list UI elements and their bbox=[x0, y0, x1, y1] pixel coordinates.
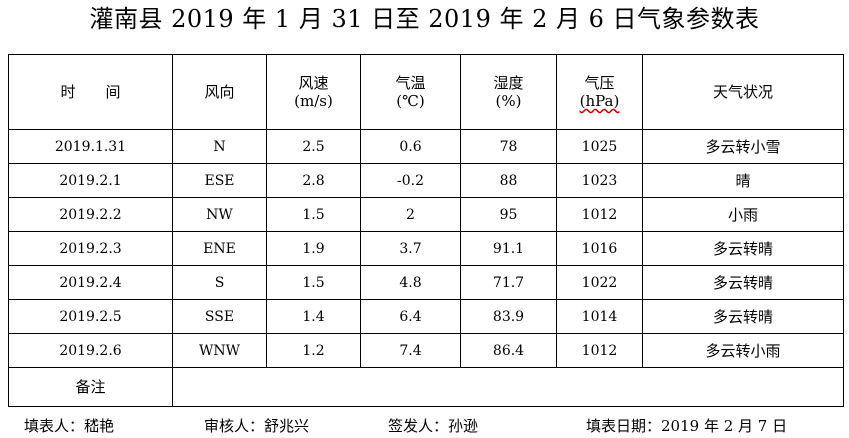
cell-humidity: 78 bbox=[460, 129, 557, 164]
cell-pressure: 1022 bbox=[556, 265, 643, 300]
cell-wind-speed: 2.5 bbox=[266, 129, 361, 164]
header-wind-speed: 风速 (m/s) bbox=[266, 54, 361, 130]
cell-pressure: 1025 bbox=[556, 129, 643, 164]
cell-temperature: 2 bbox=[360, 197, 461, 232]
cell-date: 2019.2.6 bbox=[8, 333, 173, 368]
cell-wind-speed: 2.8 bbox=[266, 163, 361, 198]
cell-temperature: 3.7 bbox=[360, 231, 461, 266]
cell-humidity: 91.1 bbox=[460, 231, 557, 266]
header-humidity: 湿度 (%) bbox=[460, 54, 557, 130]
cell-pressure: 1016 bbox=[556, 231, 643, 266]
signature-footer: 填表人：嵇艳 审核人：舒兆兴 签发人：孙逊 填表日期：2019 年 2 月 7 … bbox=[8, 416, 843, 436]
cell-wind-direction: NW bbox=[172, 197, 267, 232]
cell-date: 2019.2.5 bbox=[8, 299, 173, 334]
remarks-label: 备注 bbox=[8, 367, 173, 407]
cell-weather: 多云转小雪 bbox=[642, 129, 844, 164]
cell-temperature: 6.4 bbox=[360, 299, 461, 334]
weather-table: 时 间 风向 风速 (m/s) 气温 (℃) 湿度 (%) 气压 (hPa) 天… bbox=[8, 54, 844, 407]
cell-weather: 多云转小雨 bbox=[642, 333, 844, 368]
table-row: 2019.1.31 N 2.5 0.6 78 1025 多云转小雪 bbox=[8, 129, 844, 164]
header-wind-direction: 风向 bbox=[172, 54, 267, 130]
remarks-value bbox=[172, 367, 844, 407]
cell-humidity: 88 bbox=[460, 163, 557, 198]
table-row: 2019.2.3 ENE 1.9 3.7 91.1 1016 多云转晴 bbox=[8, 231, 844, 266]
header-weather: 天气状况 bbox=[642, 54, 844, 130]
cell-date: 2019.2.1 bbox=[8, 163, 173, 198]
cell-wind-direction: WNW bbox=[172, 333, 267, 368]
cell-date: 2019.2.3 bbox=[8, 231, 173, 266]
cell-weather: 晴 bbox=[642, 163, 844, 198]
table-row: 2019.2.2 NW 1.5 2 95 1012 小雨 bbox=[8, 197, 844, 232]
cell-wind-speed: 1.2 bbox=[266, 333, 361, 368]
cell-humidity: 95 bbox=[460, 197, 557, 232]
cell-wind-speed: 1.4 bbox=[266, 299, 361, 334]
page-title: 灌南县 2019 年 1 月 31 日至 2019 年 2 月 6 日气象参数表 bbox=[89, 5, 760, 33]
cell-temperature: 0.6 bbox=[360, 129, 461, 164]
reviewer-signature: 审核人：舒兆兴 bbox=[204, 417, 310, 435]
cell-wind-speed: 1.5 bbox=[266, 265, 361, 300]
cell-temperature: 4.8 bbox=[360, 265, 461, 300]
filler-signature: 填表人：嵇艳 bbox=[24, 417, 115, 435]
cell-humidity: 71.7 bbox=[460, 265, 557, 300]
cell-wind-direction: N bbox=[172, 129, 267, 164]
cell-temperature: 7.4 bbox=[360, 333, 461, 368]
table-row: 2019.2.1 ESE 2.8 -0.2 88 1023 晴 bbox=[8, 163, 844, 198]
cell-wind-direction: ENE bbox=[172, 231, 267, 266]
cell-humidity: 83.9 bbox=[460, 299, 557, 334]
fill-date: 填表日期：2019 年 2 月 7 日 bbox=[586, 417, 788, 435]
cell-wind-speed: 1.5 bbox=[266, 197, 361, 232]
table-row: 2019.2.4 S 1.5 4.8 71.7 1022 多云转晴 bbox=[8, 265, 844, 300]
cell-wind-direction: ESE bbox=[172, 163, 267, 198]
cell-weather: 多云转晴 bbox=[642, 299, 844, 334]
cell-weather: 小雨 bbox=[642, 197, 844, 232]
cell-wind-direction: SSE bbox=[172, 299, 267, 334]
cell-date: 2019.2.2 bbox=[8, 197, 173, 232]
cell-pressure: 1012 bbox=[556, 333, 643, 368]
header-time: 时 间 bbox=[8, 54, 173, 130]
cell-date: 2019.1.31 bbox=[8, 129, 173, 164]
cell-weather: 多云转晴 bbox=[642, 265, 844, 300]
remarks-row: 备注 bbox=[8, 367, 844, 407]
cell-pressure: 1014 bbox=[556, 299, 643, 334]
cell-pressure: 1023 bbox=[556, 163, 643, 198]
cell-wind-direction: S bbox=[172, 265, 267, 300]
cell-weather: 多云转晴 bbox=[642, 231, 844, 266]
cell-temperature: -0.2 bbox=[360, 163, 461, 198]
cell-pressure: 1012 bbox=[556, 197, 643, 232]
issuer-signature: 签发人：孙逊 bbox=[388, 417, 479, 435]
table-row: 2019.2.5 SSE 1.4 6.4 83.9 1014 多云转晴 bbox=[8, 299, 844, 334]
table-row: 2019.2.6 WNW 1.2 7.4 86.4 1012 多云转小雨 bbox=[8, 333, 844, 368]
cell-humidity: 86.4 bbox=[460, 333, 557, 368]
cell-date: 2019.2.4 bbox=[8, 265, 173, 300]
cell-wind-speed: 1.9 bbox=[266, 231, 361, 266]
header-pressure: 气压 (hPa) bbox=[556, 54, 643, 130]
table-header-row: 时 间 风向 风速 (m/s) 气温 (℃) 湿度 (%) 气压 (hPa) 天… bbox=[8, 54, 844, 130]
header-temperature: 气温 (℃) bbox=[360, 54, 461, 130]
